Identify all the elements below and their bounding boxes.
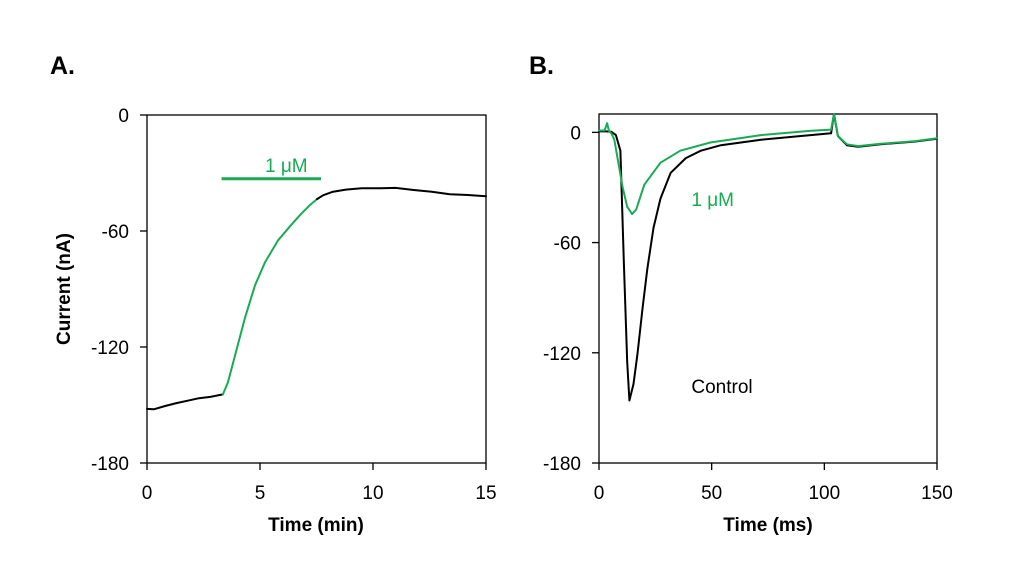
panel-b-y-tick-label: -180	[543, 454, 581, 475]
panel-b-y-tick-label: -120	[543, 344, 581, 365]
panel-b-annotation-1-m: 1 μM	[691, 190, 734, 211]
panel-a-x-tick-label: 5	[255, 483, 266, 504]
panel-a-y-tick-label: 0	[118, 106, 129, 127]
panel-a-x-tick-label: 15	[475, 483, 496, 504]
panel-a-series-control-pre	[146, 393, 224, 411]
panel-a-series-washout	[316, 186, 487, 201]
panel-b-series-control	[598, 113, 938, 402]
panel-a-label: A.	[50, 52, 75, 80]
panel-b-x-tick-label: 100	[808, 483, 840, 504]
panel-b-x-tick-label: 50	[701, 483, 722, 504]
panel-b-y-tick-label: 0	[570, 123, 581, 144]
panel-a-plot-area: 0 -60 -120 -180 0 5 10 15 1 μM	[91, 106, 497, 504]
panel-a: A. 0 -60 -120 -180 0 5 10 15 1 μM Time (min) Cur…	[50, 52, 497, 536]
panel-a-x-tick-label: 0	[142, 483, 153, 504]
panel-b-label: B.	[529, 52, 554, 80]
panel-b-plot-area: 0 -60 -120 -180 0 50 100 150 1 μM Control	[543, 113, 953, 504]
panel-a-y-tick-label: -180	[91, 454, 129, 475]
panel-b-plot-frame	[598, 113, 938, 464]
panel-b-y-tick-label: -60	[554, 234, 581, 255]
panel-a-drug-label: 1 μM	[265, 156, 308, 177]
panel-b-series-1-m	[598, 113, 938, 216]
panel-a-series-1-m	[221, 198, 318, 396]
panel-b-x-axis-title: Time (ms)	[723, 515, 812, 536]
panel-b-x-tick-label: 0	[594, 483, 605, 504]
panel-a-y-axis-title: Current (nA)	[54, 233, 75, 345]
panel-a-plot-frame	[146, 114, 487, 464]
panel-a-x-axis-title: Time (min)	[268, 515, 364, 536]
panel-a-x-tick-label: 10	[362, 483, 383, 504]
panel-b-x-tick-label: 150	[921, 483, 953, 504]
panel-b: B. 0 -60 -120 -180 0 50 100 150 1 μM Control Time…	[529, 52, 953, 536]
panel-a-y-tick-label: -60	[102, 222, 129, 243]
panel-b-annotation-control: Control	[691, 377, 752, 398]
panel-a-y-tick-label: -120	[91, 338, 129, 359]
